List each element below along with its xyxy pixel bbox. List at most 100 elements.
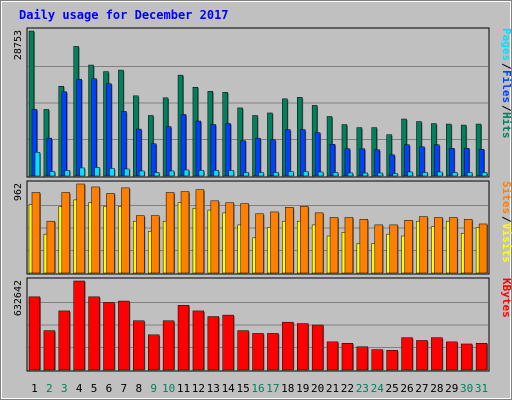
bar-kbytes-day-25 xyxy=(386,350,398,371)
bar-pages-day-16 xyxy=(258,172,264,177)
panel-3-ymax-label: 632642 xyxy=(13,280,24,316)
bar-kbytes-day-21 xyxy=(326,341,339,371)
bar-pages-day-10 xyxy=(168,170,175,177)
x-tick-label-19: 19 xyxy=(296,382,309,395)
bar-pages-day-24 xyxy=(377,172,383,177)
bar-pages-day-4 xyxy=(79,167,85,177)
bar-kbytes-day-24 xyxy=(371,349,383,371)
bar-kbytes-day-2 xyxy=(43,330,56,371)
bar-pages-day-17 xyxy=(273,172,279,177)
bar-pages-day-8 xyxy=(139,170,145,177)
bar-pages-day-21 xyxy=(332,172,339,177)
bar-sites-day-27 xyxy=(419,216,428,274)
x-axis-labels: 1 2 3 4 5 6 7 8 9 10 11 12 13 14 15 16 17 18 19 20 21 22 23 24 2… xyxy=(31,382,488,395)
x-tick-label-26: 26 xyxy=(400,382,413,395)
bar-kbytes-day-15 xyxy=(237,330,249,371)
bar-kbytes-day-17 xyxy=(267,333,279,371)
bar-kbytes-day-22 xyxy=(341,343,354,371)
bar-pages-day-13 xyxy=(213,170,219,177)
x-tick-label-30: 30 xyxy=(460,382,473,395)
bar-files-day-28 xyxy=(434,144,440,177)
bar-sites-day-30 xyxy=(463,219,473,274)
bar-sites-day-4 xyxy=(76,183,85,274)
bar-files-day-4 xyxy=(76,78,82,177)
bar-sites-day-5 xyxy=(91,186,100,274)
bar-kbytes-day-13 xyxy=(207,316,219,371)
bar-files-day-25 xyxy=(389,154,395,177)
x-tick-label-13: 13 xyxy=(207,382,220,395)
x-tick-label-29: 29 xyxy=(445,382,458,395)
bar-pages-day-30 xyxy=(466,172,473,177)
bar-sites-day-28 xyxy=(434,217,443,274)
x-tick-label-22: 22 xyxy=(341,382,354,395)
bar-pages-day-18 xyxy=(288,171,294,177)
bar-files-day-15 xyxy=(240,140,246,177)
bar-pages-day-9 xyxy=(153,172,160,177)
x-tick-label-27: 27 xyxy=(415,382,428,395)
legend-separator: / xyxy=(500,216,512,223)
bar-kbytes-day-6 xyxy=(103,302,115,371)
bar-pages-day-22 xyxy=(347,172,354,177)
bar-files-day-20 xyxy=(314,132,321,177)
series-kbytes xyxy=(28,280,488,371)
bar-sites-day-10 xyxy=(165,192,175,274)
bar-pages-day-23 xyxy=(362,172,369,177)
bar-files-day-17 xyxy=(270,139,276,177)
bar-kbytes-day-11 xyxy=(177,305,190,371)
bar-files-day-31 xyxy=(478,149,485,177)
x-tick-label-7: 7 xyxy=(121,382,128,395)
bar-files-day-12 xyxy=(195,120,202,177)
bar-sites-day-31 xyxy=(478,223,488,274)
x-tick-label-5: 5 xyxy=(91,382,98,395)
bar-kbytes-day-27 xyxy=(416,340,428,371)
panel-3-legend: KBytes xyxy=(500,278,512,318)
x-tick-label-18: 18 xyxy=(281,382,294,395)
bar-files-day-21 xyxy=(329,143,336,177)
bar-sites-day-13 xyxy=(210,200,219,274)
bar-sites-day-12 xyxy=(195,189,205,274)
bar-sites-day-17 xyxy=(270,211,279,274)
panel-2-legend: Sites /Visits xyxy=(500,181,512,263)
chart-title: Daily usage for December 2017 xyxy=(19,8,229,22)
x-tick-label-17: 17 xyxy=(266,382,279,395)
bar-pages-day-5 xyxy=(94,167,100,177)
bar-kbytes-day-28 xyxy=(431,337,443,371)
bar-files-day-13 xyxy=(210,124,216,177)
legend-kbytes: KBytes xyxy=(500,278,512,318)
bar-files-day-1 xyxy=(31,109,38,177)
bar-pages-day-11 xyxy=(183,169,190,177)
bar-kbytes-day-7 xyxy=(118,300,130,371)
bar-pages-day-15 xyxy=(243,172,249,177)
x-tick-label-9: 9 xyxy=(150,382,157,395)
bar-files-day-24 xyxy=(374,149,380,177)
bar-files-day-14 xyxy=(225,123,231,177)
legend-separator: / xyxy=(500,105,512,112)
bar-kbytes-day-10 xyxy=(162,320,175,371)
bar-kbytes-day-1 xyxy=(28,296,41,371)
bar-pages-day-2 xyxy=(49,171,56,177)
bar-sites-day-20 xyxy=(314,212,324,274)
panel-1-ymax-label: 28753 xyxy=(13,30,24,60)
bar-files-day-22 xyxy=(344,148,351,177)
x-tick-label-12: 12 xyxy=(192,382,205,395)
bar-kbytes-day-31 xyxy=(475,343,488,371)
legend-sites: Sites xyxy=(500,181,512,214)
bar-files-day-27 xyxy=(419,146,425,177)
x-tick-label-21: 21 xyxy=(326,382,339,395)
bar-sites-day-21 xyxy=(329,217,339,274)
bar-sites-day-29 xyxy=(449,217,458,274)
bar-kbytes-day-5 xyxy=(88,296,100,371)
bar-pages-day-20 xyxy=(317,171,324,177)
legend-files: Files xyxy=(500,70,512,103)
panel-2-ymax-label: 962 xyxy=(13,183,24,201)
bar-sites-day-14 xyxy=(225,202,234,274)
bar-files-day-5 xyxy=(91,78,97,177)
bar-files-day-8 xyxy=(136,128,142,177)
bar-kbytes-day-12 xyxy=(192,310,205,371)
bar-files-day-26 xyxy=(404,144,410,177)
bar-sites-day-23 xyxy=(359,219,369,274)
bar-sites-day-18 xyxy=(285,207,294,274)
bar-files-day-23 xyxy=(359,148,366,177)
panel-1: 28753 Pages/Files/Hits xyxy=(13,27,512,178)
legend-pages: Pages xyxy=(500,28,512,61)
